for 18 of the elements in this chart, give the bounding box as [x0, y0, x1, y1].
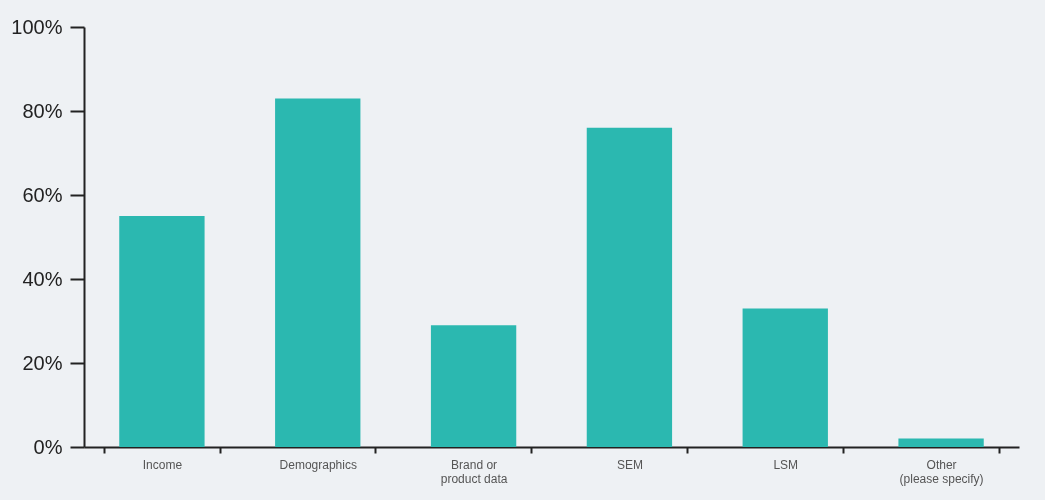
x-tick-label: SEM [616, 457, 643, 472]
y-tick-label: 20% [22, 351, 63, 374]
bar [742, 308, 828, 447]
x-tick-label: Income [142, 457, 183, 472]
bar [898, 438, 984, 447]
bar [430, 325, 517, 447]
x-tick-label: Other (please specify) [899, 457, 984, 486]
y-tick-label: 60% [22, 183, 63, 206]
x-tick-label: LSM [773, 457, 799, 472]
bar [119, 216, 205, 447]
y-tick-label: 40% [22, 267, 63, 290]
x-tick-label: Demographics [279, 457, 357, 472]
y-tick-label: 80% [22, 99, 63, 122]
y-tick-label: 100% [11, 15, 63, 38]
x-tick-label: Brand or product data [440, 457, 508, 486]
bar [275, 98, 361, 447]
y-tick-label: 0% [33, 435, 63, 458]
bar [586, 127, 673, 447]
